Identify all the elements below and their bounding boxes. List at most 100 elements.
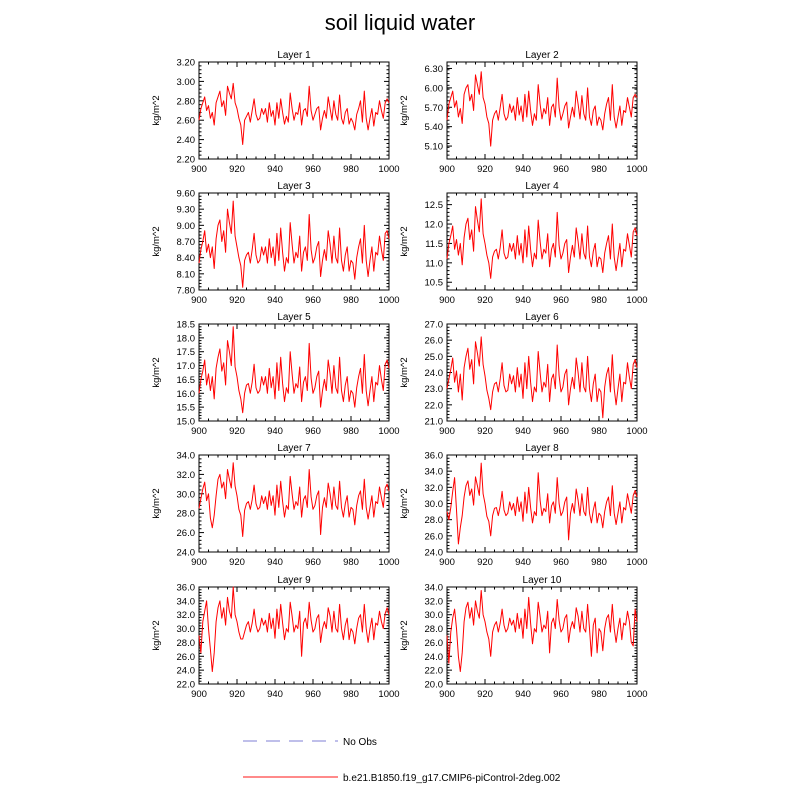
x-tick-label: 980	[343, 164, 359, 175]
y-tick-label: 34.0	[177, 596, 196, 607]
x-tick-label: 1000	[378, 689, 399, 700]
x-tick-label: 900	[191, 164, 207, 175]
x-tick-label: 900	[191, 689, 207, 700]
series-line	[446, 71, 638, 147]
panel-layer-7: Layer 7 900 920 940 960 980 1000 24.0 26.0 28.0 30…	[151, 443, 400, 568]
y-tick-label: 30.0	[177, 489, 196, 500]
y-tick-label: 18.0	[177, 333, 196, 344]
y-tick-label: 22.0	[425, 400, 444, 411]
y-tick-label: 26.0	[425, 638, 444, 649]
y-tick-label: 7.80	[177, 286, 196, 297]
x-tick-label: 940	[267, 295, 283, 306]
panel-title: Layer 3	[277, 181, 311, 192]
y-tick-label: 17.0	[177, 361, 196, 372]
y-tick-label: 34.0	[425, 583, 444, 594]
y-tick-label: 5.40	[425, 122, 444, 133]
y-tick-label: 3.00	[177, 77, 196, 88]
x-tick-label: 980	[591, 295, 607, 306]
y-tick-label: 16.5	[177, 375, 196, 386]
x-tick-label: 900	[439, 689, 455, 700]
x-tick-label: 980	[343, 689, 359, 700]
x-tick-label: 900	[439, 295, 455, 306]
x-tick-label: 960	[553, 295, 569, 306]
panel-title: Layer 10	[523, 575, 562, 586]
y-tick-label: 11.5	[425, 239, 443, 250]
y-tick-label: 6.30	[425, 64, 444, 75]
series-line	[446, 462, 638, 545]
panel-layer-4: Layer 4 900 920 940 960 980 1000 10.5 11.0 11.5 12…	[399, 181, 648, 306]
series-line	[198, 462, 390, 537]
x-tick-label: 900	[439, 557, 455, 568]
x-tick-label: 960	[553, 164, 569, 175]
x-tick-label: 900	[439, 164, 455, 175]
x-tick-label: 980	[343, 295, 359, 306]
x-tick-label: 920	[477, 295, 493, 306]
y-tick-label: 32.0	[177, 470, 196, 481]
x-tick-label: 980	[591, 426, 607, 437]
panel-title: Layer 9	[277, 575, 311, 586]
x-tick-label: 920	[477, 426, 493, 437]
plot-frame	[446, 454, 638, 553]
series-line	[446, 589, 638, 673]
panel-layer-10: Layer 10 900 920 940 960 980 1000 20.0 22.0 24.0 2…	[399, 575, 648, 700]
x-tick-label: 920	[477, 689, 493, 700]
y-tick-label: 30.0	[425, 499, 444, 510]
x-tick-label: 980	[591, 689, 607, 700]
y-axis-label: kg/m^2	[399, 357, 410, 387]
x-tick-label: 980	[591, 164, 607, 175]
y-tick-label: 20.0	[425, 680, 444, 691]
x-tick-label: 960	[305, 295, 321, 306]
x-tick-label: 940	[267, 426, 283, 437]
panel-title: Layer 5	[277, 312, 311, 323]
y-tick-label: 26.0	[425, 531, 444, 542]
y-tick-label: 24.0	[425, 652, 444, 663]
y-tick-label: 24.0	[177, 666, 196, 677]
y-tick-label: 5.10	[425, 142, 444, 153]
x-tick-label: 960	[305, 426, 321, 437]
x-tick-label: 900	[191, 426, 207, 437]
series-line	[446, 336, 638, 419]
x-tick-label: 920	[229, 689, 245, 700]
x-tick-label: 960	[553, 689, 569, 700]
y-tick-label: 3.20	[177, 58, 196, 69]
y-tick-label: 36.0	[177, 583, 196, 594]
y-tick-label: 17.5	[177, 347, 196, 358]
y-tick-label: 2.40	[177, 135, 196, 146]
legend-label-model: b.e21.B1850.f19_g17.CMIP6-piControl-2deg…	[343, 773, 561, 784]
y-tick-label: 26.0	[177, 528, 196, 539]
y-tick-label: 24.0	[177, 548, 196, 559]
figure-title: soil liquid water	[325, 10, 475, 35]
x-tick-label: 900	[191, 557, 207, 568]
y-tick-label: 28.0	[425, 515, 444, 526]
y-axis-label: kg/m^2	[399, 226, 410, 256]
y-tick-label: 36.0	[425, 451, 444, 462]
x-tick-label: 980	[343, 426, 359, 437]
y-tick-label: 10.5	[425, 278, 444, 289]
y-tick-label: 8.40	[177, 253, 196, 264]
panel-title: Layer 2	[525, 50, 559, 61]
y-tick-label: 32.0	[425, 596, 444, 607]
y-tick-label: 28.0	[425, 624, 444, 635]
x-tick-label: 1000	[378, 557, 399, 568]
panel-layer-9: Layer 9 900 920 940 960 980 1000 22.0 24.0 26.0 28…	[151, 575, 400, 700]
y-tick-label: 34.0	[425, 467, 444, 478]
y-tick-label: 28.0	[177, 509, 196, 520]
x-tick-label: 920	[477, 164, 493, 175]
x-tick-label: 920	[229, 557, 245, 568]
x-tick-label: 1000	[626, 689, 647, 700]
y-tick-label: 30.0	[425, 610, 444, 621]
series-line	[198, 200, 390, 288]
panel-layer-3: Layer 3 900 920 940 960 980 1000 7.80 8.10 8.40 8.…	[151, 181, 400, 306]
y-axis-label: kg/m^2	[151, 357, 162, 387]
x-tick-label: 940	[267, 164, 283, 175]
plot-frame	[198, 61, 390, 160]
y-tick-label: 5.70	[425, 103, 444, 114]
y-tick-label: 27.0	[425, 320, 444, 331]
x-tick-label: 980	[343, 557, 359, 568]
x-tick-label: 920	[477, 557, 493, 568]
x-tick-label: 960	[553, 426, 569, 437]
y-tick-label: 9.00	[177, 221, 196, 232]
y-tick-label: 26.0	[177, 652, 196, 663]
legend: No Obs b.e21.B1850.f19_g17.CMIP6-piContr…	[243, 737, 561, 784]
series-line	[446, 198, 638, 279]
